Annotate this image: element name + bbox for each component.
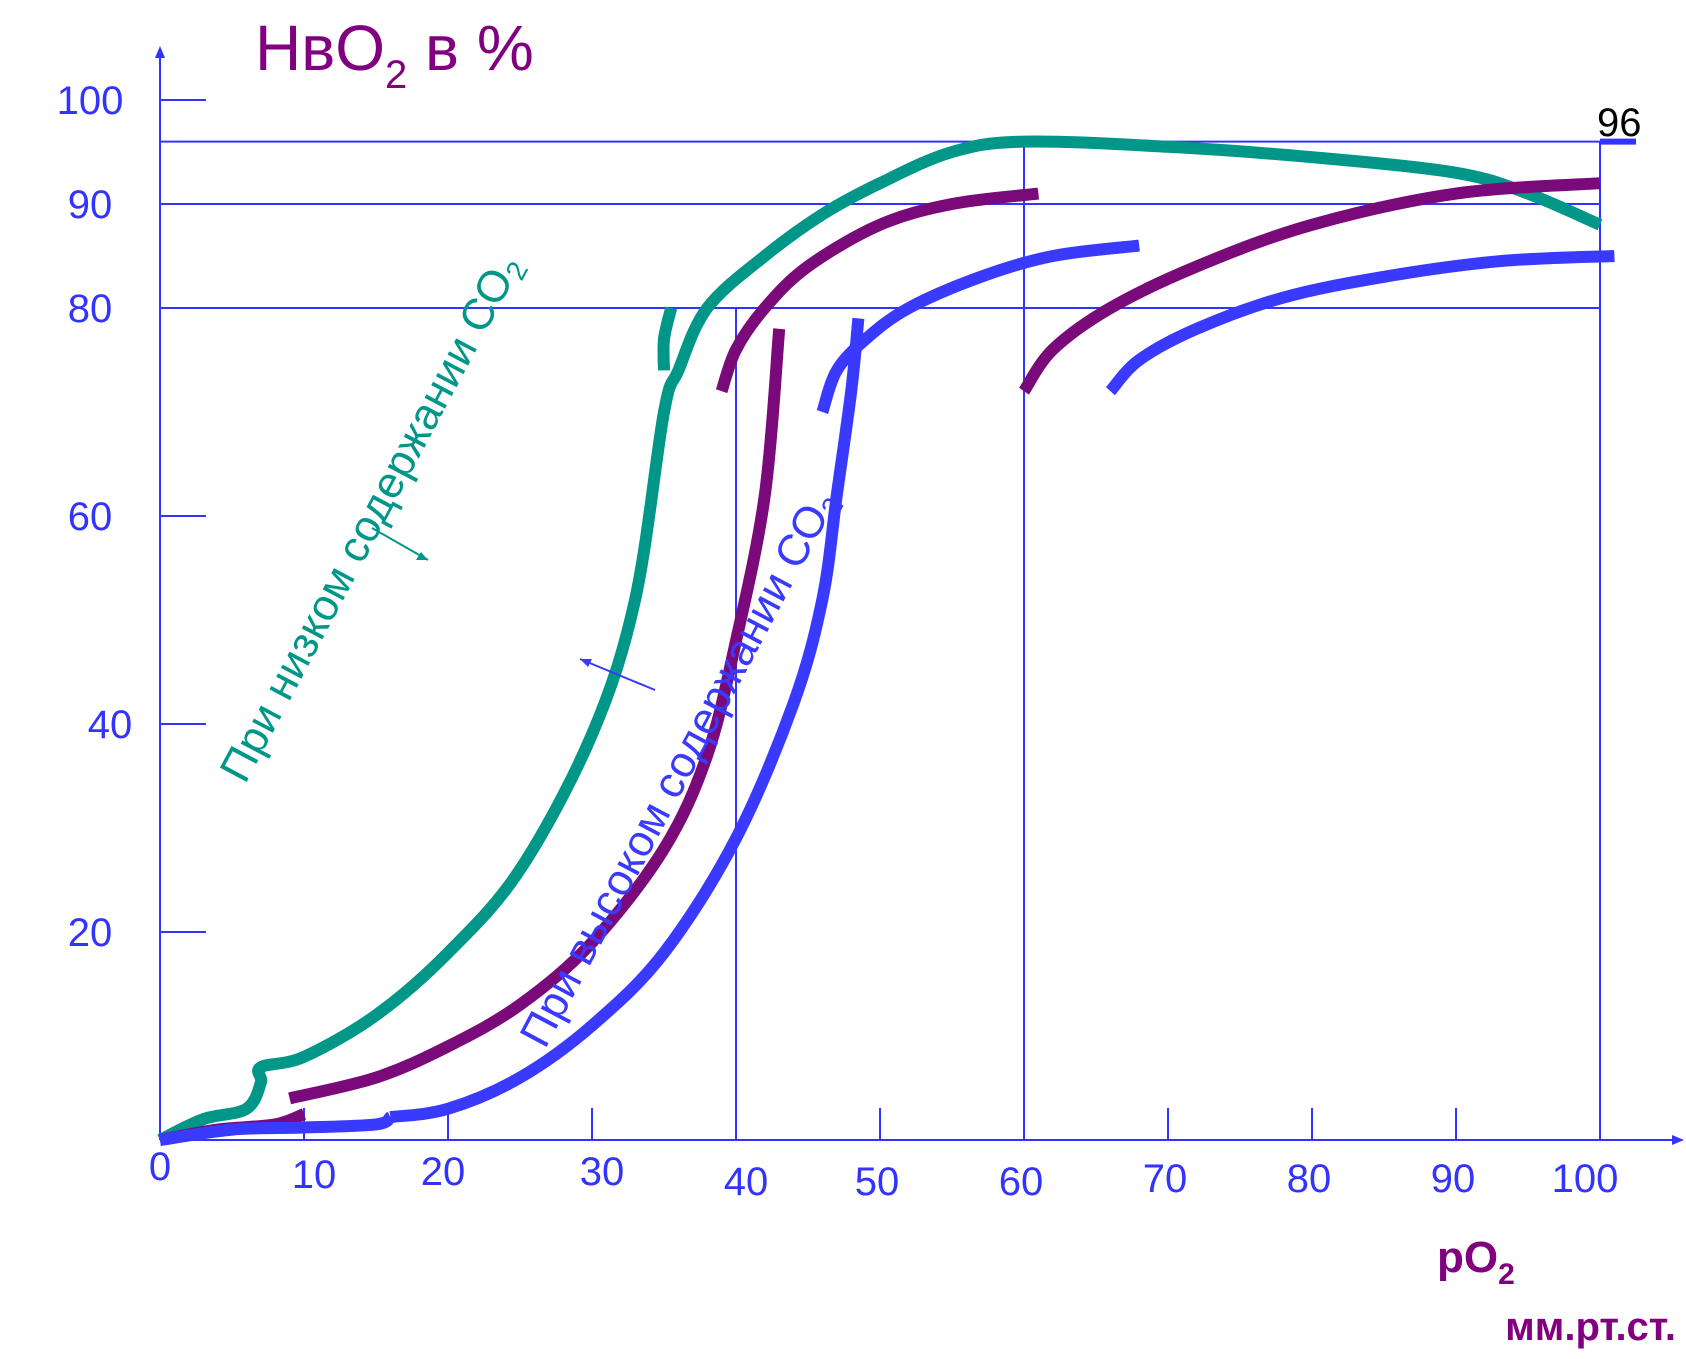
curve-teal <box>157 135 1603 1146</box>
x-tick-label: 80 <box>1287 1157 1332 1201</box>
y-tick-label: 60 <box>68 495 113 539</box>
x-axis-arrow <box>1672 1135 1684 1145</box>
x-tick-label: 10 <box>292 1153 337 1197</box>
curve-blue <box>816 239 1140 414</box>
high-co2-label: При высоком содержании СО2 <box>511 482 850 1056</box>
x-tick-label: 60 <box>999 1160 1044 1204</box>
grid <box>160 138 1636 1140</box>
low-co2-arrowhead <box>416 552 428 560</box>
curve-blue <box>1105 250 1615 396</box>
axes: 0 10 20 30 40 50 60 70 80 90 100 20 40 60 80 90 100 <box>57 46 1684 1204</box>
high-co2-arrow <box>579 658 656 691</box>
high-co2-annotation: При высоком содержании СО2 <box>511 482 850 1056</box>
y-tick-label: 90 <box>68 183 113 227</box>
curve-blue <box>389 317 865 1124</box>
x-tick-label: 30 <box>580 1150 625 1194</box>
chart-title-main: HвO <box>255 12 385 84</box>
reference-value-label: 96 <box>1597 101 1642 145</box>
x-tick-label: 0 <box>149 1145 171 1189</box>
curve-blue <box>159 1111 395 1146</box>
curve-teal <box>657 306 678 371</box>
high-co2-arrowhead <box>580 659 592 667</box>
y-tick-label: 20 <box>68 911 113 955</box>
low-co2-label-text: При низком содержании СО <box>211 260 524 790</box>
x-axis-label: pO2 <box>1437 1233 1515 1291</box>
low-co2-arrow <box>371 527 429 561</box>
low-co2-label: При низком содержании СО2 <box>211 246 535 791</box>
x-tick-label: 50 <box>855 1160 900 1204</box>
x-tick-label: 90 <box>1431 1157 1476 1201</box>
x-axis-label-sub: 2 <box>1498 1258 1515 1291</box>
curve-purple <box>288 328 786 1105</box>
chart-title: HвO2 в % <box>255 12 534 97</box>
high-co2-label-text: При высоком содержании СО <box>511 496 839 1055</box>
chart-title-sub: 2 <box>385 53 407 97</box>
curve-purple <box>1018 177 1601 395</box>
x-tick-label: 20 <box>421 1150 466 1194</box>
chart-title-tail: в % <box>407 12 533 84</box>
series <box>157 135 1615 1146</box>
labels: HвO2 в % pO2 мм.рт.ст. 96 При низком сод… <box>211 12 1676 1349</box>
x-tick-label: 70 <box>1143 1157 1188 1201</box>
y-tick-label: 80 <box>68 287 113 331</box>
y-tick-label: 100 <box>57 79 124 123</box>
curve-purple <box>715 187 1040 394</box>
x-tick-label: 40 <box>724 1160 769 1204</box>
x-tick-label: 100 <box>1552 1157 1619 1201</box>
y-tick-label: 40 <box>88 703 133 747</box>
y-axis-arrow <box>155 46 165 58</box>
x-axis-label-main: pO <box>1437 1233 1498 1282</box>
low-co2-annotation: При низком содержании СО2 <box>211 246 535 791</box>
x-axis-unit: мм.рт.ст. <box>1505 1305 1676 1349</box>
